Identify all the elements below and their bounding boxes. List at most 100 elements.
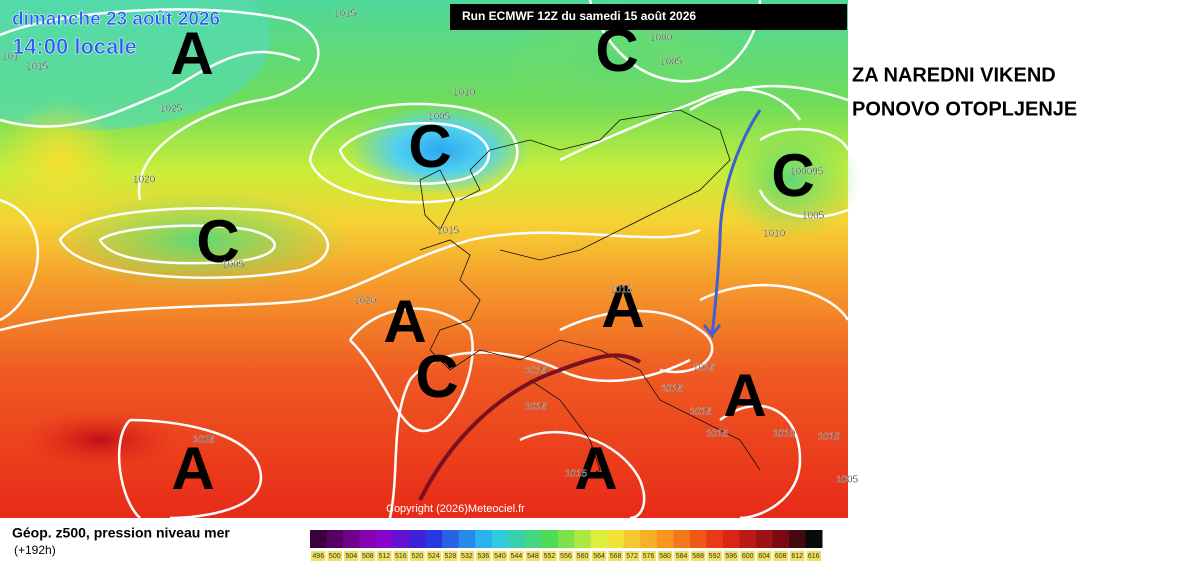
scale-label: 592 [709, 553, 721, 560]
isobar-label: 1015 [334, 9, 357, 20]
scale-tag [690, 551, 706, 561]
date-label: dimanche 23 août 2026 [12, 9, 220, 30]
scale-cell [359, 530, 377, 548]
scale-label: 532 [461, 553, 473, 560]
scale-label: 516 [395, 553, 407, 560]
scale-cell [788, 530, 806, 548]
isobar-label: 1005 [802, 211, 825, 222]
scale-label: 500 [329, 553, 341, 560]
scale-label: 584 [676, 553, 688, 560]
scale-tag [707, 551, 722, 561]
pressure-system: C [771, 142, 814, 209]
scale-tag [426, 551, 442, 561]
scale-tag [377, 551, 392, 561]
scale-label: 560 [577, 553, 589, 560]
isobar [699, 283, 850, 321]
scale-tag [608, 551, 623, 561]
scale-tag [558, 551, 574, 561]
scale-cell [524, 530, 542, 548]
isobar [719, 404, 802, 520]
scale-label: 524 [428, 553, 440, 560]
scale-cell [425, 530, 443, 548]
isobar [388, 351, 691, 519]
scale-label: 580 [659, 553, 671, 560]
scale-cell [343, 530, 361, 548]
legend-title: Géop. z500, pression niveau mer [12, 525, 230, 541]
scale-label: 528 [445, 553, 457, 560]
scale-label: 588 [692, 553, 704, 560]
scale-cell [310, 530, 328, 548]
pressure-system: C [595, 17, 638, 84]
scale-cell [706, 530, 724, 548]
pressure-system: A [170, 20, 213, 87]
isobar-label: 100095 [790, 167, 824, 178]
scale-cell [673, 530, 691, 548]
annotation-line: PONOVO OTOPLJENJE [852, 98, 1077, 120]
field-blob [0, 0, 270, 130]
isobar-label: 1015 [706, 429, 729, 440]
scale-tag [575, 551, 590, 561]
isobar [0, 198, 40, 322]
isobar [0, 228, 701, 332]
isobar-label: 1015 [26, 62, 49, 73]
scale-tag [657, 551, 673, 561]
scale-label: 544 [511, 553, 523, 560]
isobar-label: 1010 [773, 429, 796, 440]
field-blob [720, 120, 860, 240]
pressure-system: C [408, 113, 451, 180]
isobar-label: 1010 [818, 432, 841, 443]
isobar-label: 101 [2, 52, 19, 63]
ridge-axis [418, 353, 642, 501]
pressure-system: A [574, 435, 617, 502]
isobar-label: 1000 [650, 33, 673, 44]
scale-cell [491, 530, 509, 548]
scale-label: 616 [808, 553, 820, 560]
scale-cell [442, 530, 460, 548]
scale-tag [509, 551, 524, 561]
scale-cell [623, 530, 641, 548]
isobar-label: 1015 [610, 285, 633, 296]
scale-cell [739, 530, 757, 548]
arrow [702, 109, 762, 339]
scale-label: 508 [362, 553, 374, 560]
scale-label: 512 [378, 553, 390, 560]
scale-tag [591, 551, 607, 561]
field-blob [50, 190, 350, 290]
scale-cell [541, 530, 559, 548]
scale-label: 608 [775, 553, 787, 560]
annotation-line: ZA NAREDNI VIKEND [852, 64, 1056, 86]
isobar [519, 431, 646, 520]
scale-tag [641, 551, 656, 561]
scale-tag [789, 551, 805, 561]
pressure-system: A [723, 362, 766, 429]
scale-tag [443, 551, 458, 561]
isobar-label: 1015 [437, 226, 460, 237]
isobar-label: 1010 [453, 88, 476, 99]
isobar [758, 127, 850, 219]
scale-tag [476, 551, 491, 561]
isobar-labels: 1015 101 1015 1010 1005 1000 1005 1025 1020 1015 1… [2, 8, 859, 485]
scale-tag [806, 551, 821, 561]
coastline [529, 379, 601, 481]
coastline [419, 239, 761, 471]
scale-cell [590, 530, 608, 548]
isobar [0, 8, 320, 201]
scale-tag [360, 551, 376, 561]
scale-tag [624, 551, 640, 561]
scale-label: 612 [791, 553, 803, 560]
isobars [0, 0, 848, 518]
scale-tag [393, 551, 409, 561]
scale-label: 596 [725, 553, 737, 560]
isobar-label: 1015 [525, 402, 548, 413]
pressure-system: A [171, 435, 214, 502]
scale-cell [557, 530, 575, 548]
isobar-label: 1015 [565, 469, 588, 480]
scale-label: 552 [544, 553, 556, 560]
isobar [308, 102, 519, 204]
isobar-label: 1015 [693, 363, 716, 374]
scale-label: 540 [494, 553, 506, 560]
scale-tag [459, 551, 475, 561]
isobar [117, 418, 263, 520]
scale-label: 520 [412, 553, 424, 560]
